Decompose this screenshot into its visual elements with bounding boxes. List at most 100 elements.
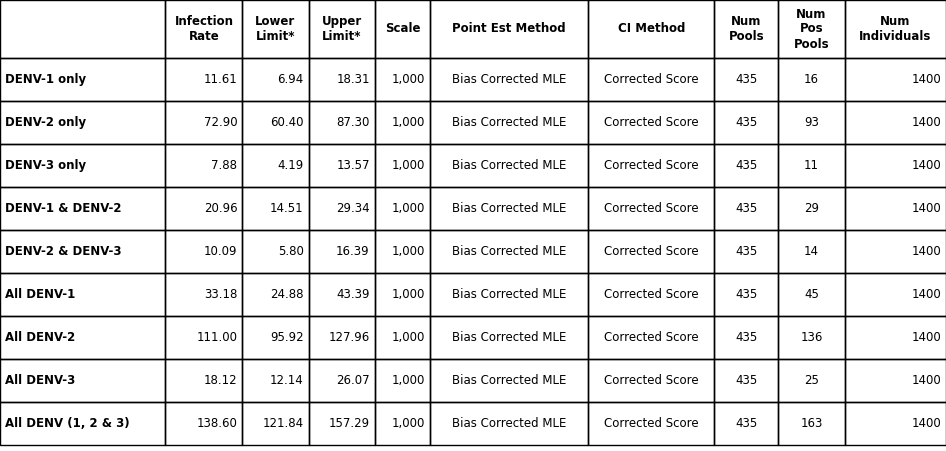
Bar bbox=[166, 187, 242, 230]
Text: DENV-2 only: DENV-2 only bbox=[5, 116, 86, 129]
Bar bbox=[845, 316, 946, 359]
Bar bbox=[588, 316, 714, 359]
Text: Infection
Rate: Infection Rate bbox=[174, 15, 234, 43]
Bar bbox=[0, 101, 166, 144]
Text: Bias Corrected MLE: Bias Corrected MLE bbox=[452, 374, 567, 387]
Bar bbox=[714, 359, 779, 402]
Text: 435: 435 bbox=[735, 116, 758, 129]
Bar bbox=[779, 58, 845, 101]
Bar bbox=[845, 230, 946, 273]
Text: Corrected Score: Corrected Score bbox=[604, 331, 699, 344]
Text: 111.00: 111.00 bbox=[197, 331, 237, 344]
Text: 127.96: 127.96 bbox=[328, 331, 370, 344]
Bar bbox=[430, 316, 588, 359]
Text: CI Method: CI Method bbox=[618, 23, 685, 36]
Bar bbox=[779, 316, 845, 359]
Bar bbox=[375, 58, 430, 101]
Bar bbox=[0, 144, 166, 187]
Text: Bias Corrected MLE: Bias Corrected MLE bbox=[452, 73, 567, 86]
Bar bbox=[308, 402, 375, 445]
Bar bbox=[242, 359, 308, 402]
Text: Num
Pools: Num Pools bbox=[728, 15, 764, 43]
Bar bbox=[845, 359, 946, 402]
Text: Corrected Score: Corrected Score bbox=[604, 116, 699, 129]
Text: 29.34: 29.34 bbox=[336, 202, 370, 215]
Bar bbox=[166, 230, 242, 273]
Text: Point Est Method: Point Est Method bbox=[452, 23, 566, 36]
Text: All DENV-3: All DENV-3 bbox=[5, 374, 76, 387]
Text: All DENV (1, 2 & 3): All DENV (1, 2 & 3) bbox=[5, 417, 130, 430]
Text: 7.88: 7.88 bbox=[211, 159, 237, 172]
Text: 1400: 1400 bbox=[911, 374, 941, 387]
Bar bbox=[166, 273, 242, 316]
Bar bbox=[714, 144, 779, 187]
Text: 10.09: 10.09 bbox=[204, 245, 237, 258]
Text: 18.12: 18.12 bbox=[203, 374, 237, 387]
Bar bbox=[375, 402, 430, 445]
Text: 136: 136 bbox=[800, 331, 823, 344]
Text: 1,000: 1,000 bbox=[392, 417, 426, 430]
Text: 14.51: 14.51 bbox=[270, 202, 304, 215]
Bar bbox=[308, 58, 375, 101]
Text: Corrected Score: Corrected Score bbox=[604, 159, 699, 172]
Text: 1400: 1400 bbox=[911, 417, 941, 430]
Text: 20.96: 20.96 bbox=[203, 202, 237, 215]
Text: Bias Corrected MLE: Bias Corrected MLE bbox=[452, 159, 567, 172]
Text: DENV-3 only: DENV-3 only bbox=[5, 159, 86, 172]
Text: 1,000: 1,000 bbox=[392, 159, 426, 172]
Text: 435: 435 bbox=[735, 417, 758, 430]
Bar bbox=[166, 402, 242, 445]
Text: 435: 435 bbox=[735, 374, 758, 387]
Bar bbox=[714, 0, 779, 58]
Text: 14: 14 bbox=[804, 245, 819, 258]
Text: 60.40: 60.40 bbox=[270, 116, 304, 129]
Text: 13.57: 13.57 bbox=[336, 159, 370, 172]
Bar bbox=[242, 316, 308, 359]
Text: 16: 16 bbox=[804, 73, 819, 86]
Text: Num
Individuals: Num Individuals bbox=[859, 15, 932, 43]
Text: 435: 435 bbox=[735, 202, 758, 215]
Text: 1,000: 1,000 bbox=[392, 245, 426, 258]
Bar bbox=[0, 402, 166, 445]
Text: Corrected Score: Corrected Score bbox=[604, 73, 699, 86]
Bar bbox=[845, 187, 946, 230]
Bar bbox=[242, 0, 308, 58]
Bar bbox=[845, 402, 946, 445]
Text: 1,000: 1,000 bbox=[392, 73, 426, 86]
Text: Bias Corrected MLE: Bias Corrected MLE bbox=[452, 245, 567, 258]
Text: All DENV-1: All DENV-1 bbox=[5, 288, 76, 301]
Text: 1400: 1400 bbox=[911, 202, 941, 215]
Text: Bias Corrected MLE: Bias Corrected MLE bbox=[452, 288, 567, 301]
Bar bbox=[588, 0, 714, 58]
Bar bbox=[166, 144, 242, 187]
Bar bbox=[242, 402, 308, 445]
Bar bbox=[779, 273, 845, 316]
Text: 1,000: 1,000 bbox=[392, 202, 426, 215]
Text: 43.39: 43.39 bbox=[336, 288, 370, 301]
Bar bbox=[779, 230, 845, 273]
Text: 26.07: 26.07 bbox=[336, 374, 370, 387]
Bar bbox=[375, 273, 430, 316]
Text: All DENV-2: All DENV-2 bbox=[5, 331, 76, 344]
Bar bbox=[588, 273, 714, 316]
Bar bbox=[0, 58, 166, 101]
Bar bbox=[588, 101, 714, 144]
Text: Corrected Score: Corrected Score bbox=[604, 417, 699, 430]
Text: 33.18: 33.18 bbox=[204, 288, 237, 301]
Bar bbox=[845, 144, 946, 187]
Bar bbox=[0, 359, 166, 402]
Text: 1400: 1400 bbox=[911, 159, 941, 172]
Text: DENV-1 only: DENV-1 only bbox=[5, 73, 86, 86]
Text: 435: 435 bbox=[735, 73, 758, 86]
Bar bbox=[308, 101, 375, 144]
Bar bbox=[714, 58, 779, 101]
Text: 121.84: 121.84 bbox=[262, 417, 304, 430]
Text: 1,000: 1,000 bbox=[392, 374, 426, 387]
Bar bbox=[242, 101, 308, 144]
Bar bbox=[588, 144, 714, 187]
Bar bbox=[714, 101, 779, 144]
Bar bbox=[0, 273, 166, 316]
Bar bbox=[430, 359, 588, 402]
Bar bbox=[308, 187, 375, 230]
Bar bbox=[588, 402, 714, 445]
